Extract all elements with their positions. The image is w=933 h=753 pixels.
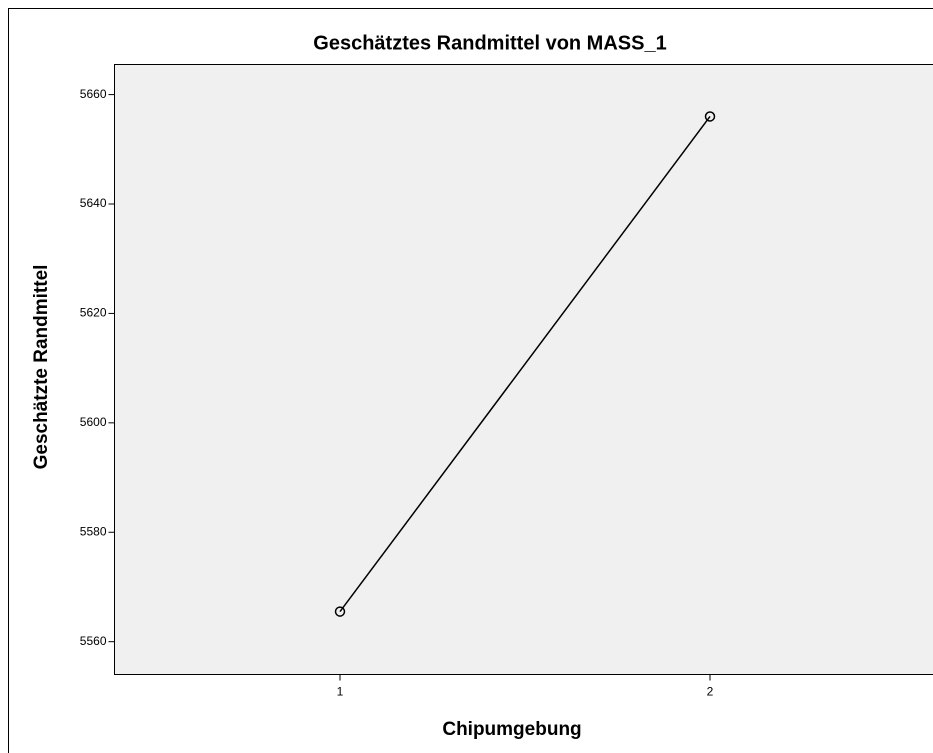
y-tick-label: 5660	[80, 87, 107, 101]
y-tick-label: 5640	[80, 196, 107, 210]
x-axis-label: Chipumgebung	[442, 719, 581, 740]
plot-area	[114, 64, 933, 675]
y-tick-label: 5580	[80, 524, 107, 538]
y-tick-label: 5600	[80, 415, 107, 429]
point	[704, 111, 716, 122]
point	[334, 606, 346, 617]
y-tick-label: 5620	[80, 306, 107, 320]
x-tick-label: 1	[337, 685, 344, 699]
y-tick-label: 5560	[80, 634, 107, 648]
chart-title: Geschätztes Randmittel von MASS_1	[313, 32, 666, 54]
y-axis-label: Geschätzte Randmittel	[31, 265, 52, 470]
line	[339, 116, 711, 613]
x-tick-label: 2	[707, 685, 714, 699]
